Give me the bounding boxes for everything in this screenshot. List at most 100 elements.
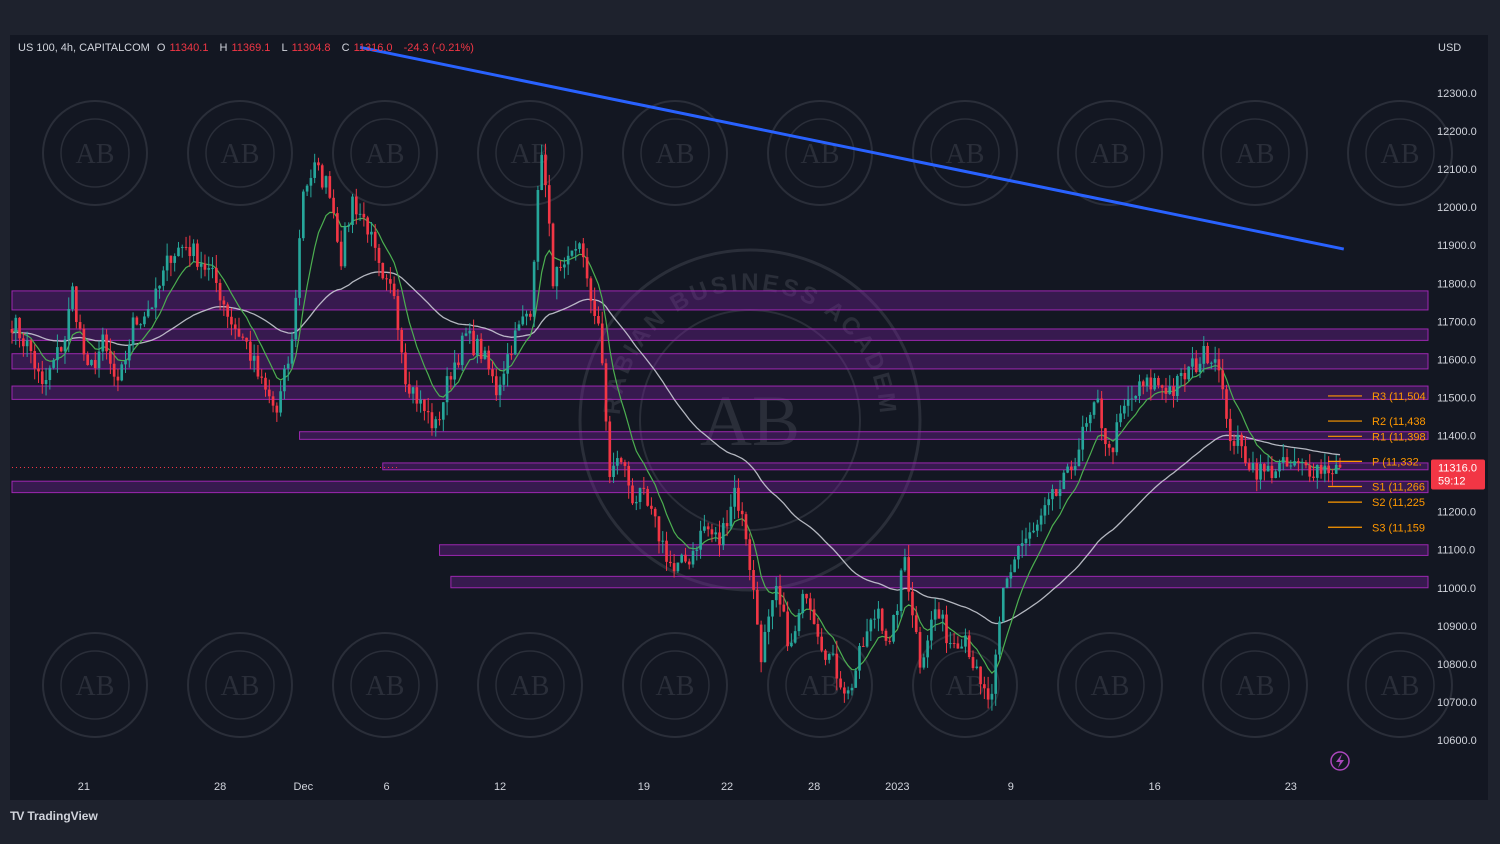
candle-body (165, 255, 169, 271)
y-tick-label: 11000.0 (1437, 583, 1476, 595)
candle-body (1217, 359, 1221, 371)
candle (1100, 391, 1103, 441)
candle (143, 311, 146, 327)
candle (578, 242, 581, 253)
candle-body (196, 243, 199, 267)
open-value: 11340.1 (169, 42, 209, 54)
candle (642, 476, 646, 495)
candle-body (373, 231, 377, 248)
candle-body (286, 363, 290, 369)
candle-body (544, 154, 547, 186)
candle (1066, 463, 1069, 474)
candle-body (109, 351, 112, 364)
candle (782, 592, 786, 613)
candle (389, 267, 392, 294)
low-label: L (281, 42, 288, 54)
candle (676, 562, 680, 573)
candle (10, 320, 14, 344)
candlesticks (10, 143, 1342, 711)
candle-body (933, 609, 937, 620)
icon-layer (1330, 751, 1350, 771)
candle (1088, 412, 1092, 432)
watermark-seal-icon (42, 632, 148, 738)
watermark-monogram: AB (946, 139, 985, 170)
candle-body (120, 364, 124, 381)
candle (97, 340, 101, 378)
watermark-monogram: AB (801, 671, 840, 702)
watermark-ring (60, 118, 130, 188)
candle-body (922, 657, 926, 668)
close-label: C (341, 42, 350, 54)
candle-body (858, 645, 861, 671)
candle-body (426, 411, 430, 413)
tradingview-footer[interactable]: TV TradingView (10, 809, 98, 823)
candle-body (343, 226, 347, 267)
x-tick-label: 9 (1008, 781, 1014, 793)
candle-body (975, 666, 979, 669)
candle-body (854, 670, 858, 688)
candle-body (914, 615, 918, 633)
candle-body (767, 616, 771, 632)
candle (1017, 545, 1020, 569)
candle (922, 653, 926, 670)
candle (646, 486, 649, 507)
candle (1081, 415, 1085, 462)
trendline (359, 45, 1345, 251)
candle-body (608, 421, 612, 477)
candle (214, 254, 218, 293)
candle (593, 287, 596, 325)
candle-body (880, 608, 884, 631)
sr-zone (11, 385, 1429, 400)
watermark-seal-icon (332, 632, 438, 738)
candle-body (926, 640, 929, 658)
candle (725, 510, 729, 537)
candle (56, 334, 59, 373)
candle (1157, 375, 1160, 389)
candle (510, 345, 513, 360)
candle (1270, 456, 1274, 484)
candle-body (438, 419, 441, 421)
candle (634, 495, 638, 511)
watermark-ring (1365, 118, 1435, 188)
candle (1054, 488, 1058, 497)
candle-body (525, 313, 528, 317)
candle-body (721, 523, 725, 546)
candle-body (759, 624, 763, 663)
candle (896, 604, 899, 628)
candle-body (714, 532, 718, 535)
candle-body (1319, 464, 1323, 474)
candle (899, 568, 903, 618)
candle-body (302, 191, 305, 239)
candle-body (873, 618, 876, 620)
candle-body (154, 288, 158, 308)
candle (536, 185, 540, 271)
candle-body (790, 642, 793, 647)
ema-fast-line (11, 211, 1341, 674)
candle-body (392, 283, 396, 297)
candle (661, 531, 665, 554)
candle (1183, 364, 1187, 392)
candle-body (1088, 414, 1092, 424)
candle-body (861, 645, 865, 647)
candle (1304, 460, 1308, 469)
candle (438, 411, 441, 426)
candle (218, 279, 222, 310)
candle (33, 344, 37, 380)
candle-body (445, 376, 449, 403)
watermark-monogram: AB (946, 671, 985, 702)
candle-body (831, 653, 835, 655)
candle (1013, 556, 1016, 573)
candle-body (385, 278, 388, 280)
candle-body (1100, 398, 1103, 429)
pivot-label: S2 (11,225 (1372, 497, 1425, 509)
candle (1138, 374, 1141, 404)
candle (453, 350, 456, 388)
lightning-icon[interactable] (1330, 751, 1350, 771)
y-tick-label: 12000.0 (1437, 202, 1477, 214)
candle (873, 609, 876, 629)
candle (1126, 386, 1130, 417)
candle-body (945, 614, 948, 644)
candle (491, 360, 494, 383)
candle-body (669, 561, 672, 564)
